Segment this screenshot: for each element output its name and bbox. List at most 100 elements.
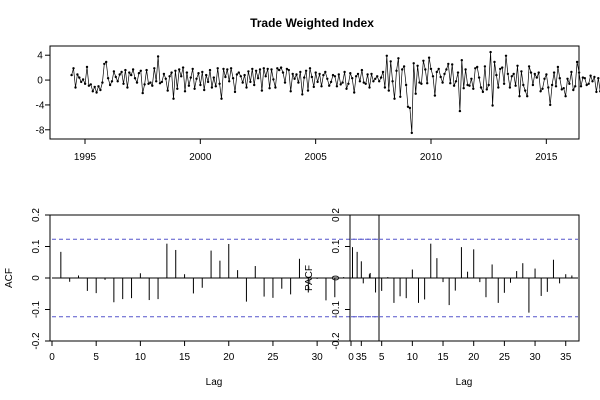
data-point: [383, 86, 387, 89]
data-point: [577, 71, 581, 74]
data-point: [318, 72, 321, 76]
data-point: [479, 86, 483, 89]
data-point: [247, 70, 250, 73]
data-point: [562, 87, 565, 90]
acf-confidence-band: [52, 238, 379, 318]
data-point: [341, 81, 344, 84]
data-point: [314, 71, 317, 74]
data-point: [570, 70, 573, 74]
data-point: [147, 82, 150, 86]
data-point: [233, 90, 237, 94]
acf-bars: [60, 243, 371, 303]
data-point: [337, 73, 340, 76]
data-point: [137, 72, 141, 75]
x-tick-label: 2015: [535, 152, 558, 163]
data-point: [381, 70, 385, 74]
data-point: [197, 72, 200, 75]
data-point: [566, 77, 569, 81]
x-tick-label: 35: [356, 352, 368, 363]
data-point: [439, 75, 442, 79]
data-point: [408, 106, 412, 110]
data-point: [452, 84, 456, 87]
data-point: [304, 69, 308, 73]
data-point: [172, 97, 175, 100]
data-point: [74, 86, 77, 89]
y-tick-label: 0.2: [331, 208, 342, 222]
data-point: [97, 85, 100, 88]
data-point: [558, 77, 561, 80]
data-point: [343, 70, 346, 74]
data-point: [308, 67, 312, 70]
data-point: [239, 75, 242, 78]
data-point: [229, 67, 233, 70]
x-tick-label: 10: [135, 352, 147, 363]
data-point: [339, 83, 342, 86]
data-point: [402, 65, 406, 68]
data-point: [256, 77, 260, 80]
data-point: [412, 62, 415, 65]
data-point: [529, 71, 533, 74]
data-point: [360, 68, 364, 72]
data-point: [347, 82, 350, 86]
data-point: [364, 82, 367, 86]
data-point: [501, 66, 504, 69]
time-series-panel: Trade Weighted Index -8 -4 0 4 1995 2000 2005…: [36, 16, 600, 163]
data-point: [376, 75, 379, 78]
data-point: [162, 72, 166, 76]
data-point: [101, 81, 104, 84]
data-point: [351, 77, 354, 80]
data-point: [106, 77, 110, 80]
data-point: [193, 87, 196, 91]
data-point: [353, 91, 356, 94]
y-tick-label: 0: [331, 275, 342, 281]
data-point: [245, 86, 248, 89]
data-point: [141, 91, 144, 95]
data-point: [401, 68, 404, 71]
data-point: [99, 88, 102, 92]
data-point: [527, 65, 531, 68]
data-point: [118, 73, 121, 76]
data-point: [289, 90, 292, 93]
data-point: [76, 73, 79, 76]
x-tick-label: 25: [267, 352, 279, 363]
data-point: [160, 80, 164, 84]
data-point: [422, 59, 425, 62]
data-point: [458, 109, 462, 113]
data-point: [533, 72, 536, 76]
y-tick-label: 4: [37, 51, 43, 62]
data-point: [149, 81, 152, 84]
pacf-panel: -0.2 -0.1 0 0.1 0.2 0 5 10 15 20 25 30 35 Lag PACF: [304, 208, 580, 388]
data-point: [470, 77, 473, 81]
data-point: [153, 67, 156, 70]
data-point: [295, 73, 298, 76]
data-point: [185, 71, 189, 74]
data-point: [427, 56, 431, 59]
data-point: [420, 82, 423, 86]
plot-frame: [49, 45, 580, 140]
data-point: [593, 75, 596, 79]
data-point: [299, 70, 302, 74]
data-point: [251, 67, 254, 71]
y-tick-label: -0.2: [31, 332, 42, 350]
data-point: [356, 72, 360, 76]
data-point: [441, 81, 444, 84]
data-point: [91, 90, 95, 93]
data-point: [595, 90, 598, 94]
data-point: [254, 69, 258, 73]
data-point: [114, 75, 118, 79]
data-point: [468, 84, 471, 87]
data-point: [366, 73, 369, 76]
data-point: [241, 81, 244, 84]
series-path: [71, 52, 600, 133]
data-point: [112, 70, 116, 73]
data-point: [135, 81, 139, 84]
data-point: [554, 85, 558, 88]
data-point: [466, 83, 469, 87]
data-point: [454, 80, 458, 83]
data-point: [472, 87, 475, 91]
data-point: [522, 83, 525, 87]
series-line: [70, 50, 600, 135]
data-point: [85, 65, 89, 69]
y-tick-label: -0.1: [331, 300, 342, 318]
data-point: [139, 69, 142, 73]
